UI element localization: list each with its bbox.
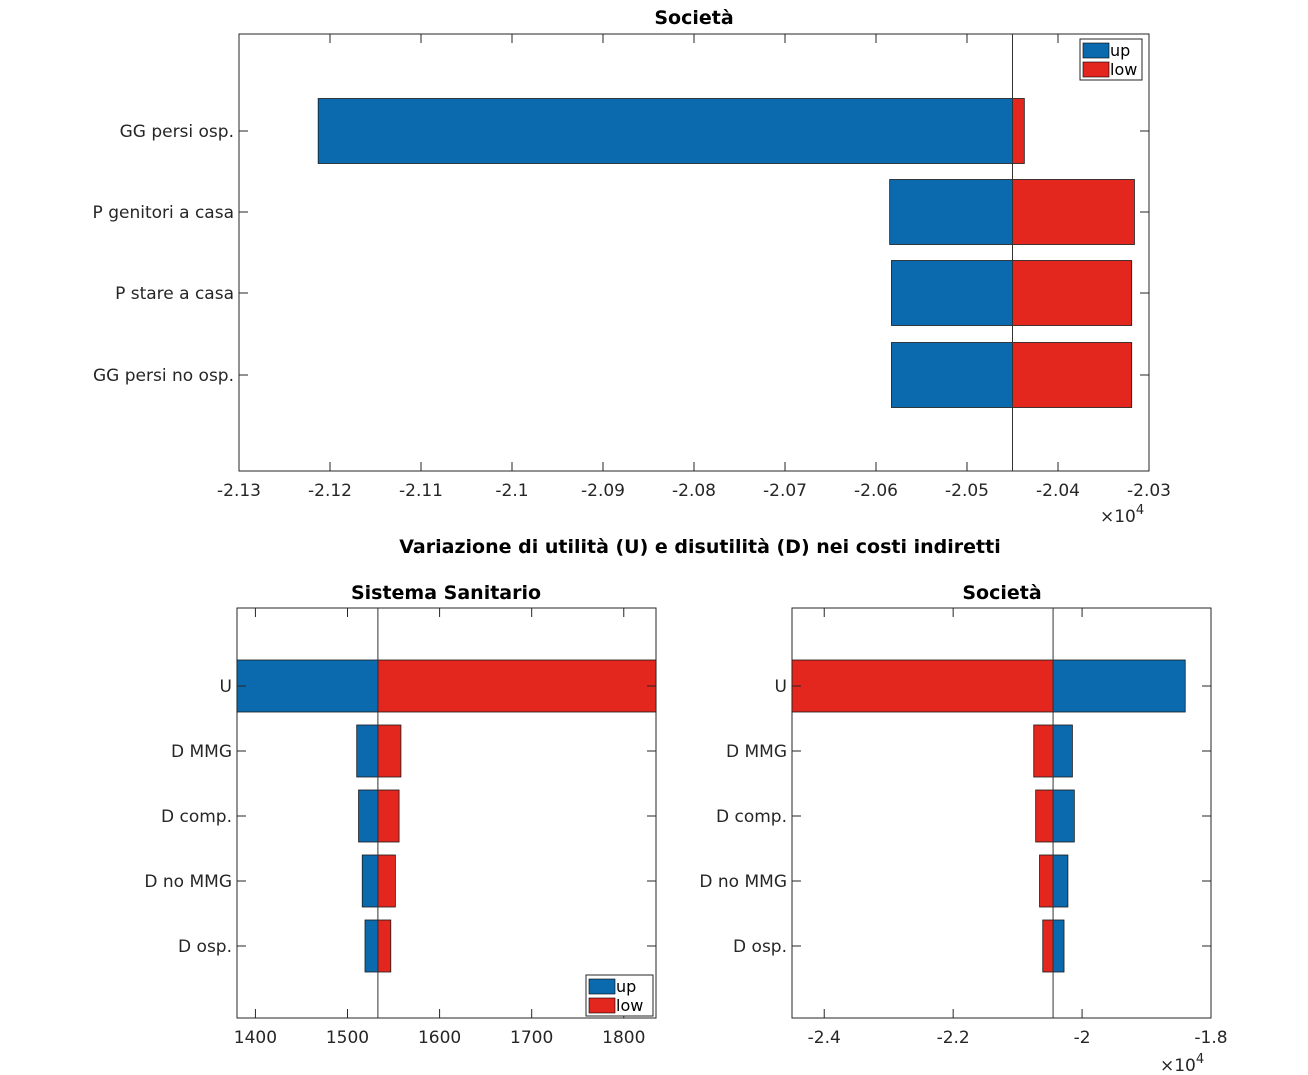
chart-bottom-right-exponent: ×104 (1160, 1052, 1204, 1075)
chart-top-categories: GG persi osp. P genitori a casa P stare a … (93, 122, 234, 386)
bar-low-0 (1012, 98, 1025, 164)
bar-up-4 (364, 919, 379, 973)
x-tick-label-0: 1400 (234, 1028, 277, 1048)
bar-low-0 (791, 659, 1054, 713)
category-label-2: D comp. (716, 807, 787, 827)
category-label-0: U (220, 677, 232, 697)
chart-bottom-right-title: Società (962, 582, 1041, 604)
x-tick-label-8: -2.05 (945, 481, 989, 501)
bar-low-2 (1035, 789, 1054, 843)
chart-top-title: Società (654, 7, 733, 29)
x-tick-label-0: -2.4 (808, 1028, 841, 1048)
x-tick-label-10: -2.03 (1127, 481, 1171, 501)
chart-bottom-right-marks (791, 659, 1186, 973)
bar-low-2 (1012, 260, 1133, 326)
x-tick-label-2: 1600 (418, 1028, 461, 1048)
bar-low-3 (1039, 854, 1054, 908)
x-tick-label-3: -1.8 (1194, 1028, 1227, 1048)
chart-bottom-left-sistema-sanitario: Sistema Sanitario 1400 1500 1600 1700 1800 U… (144, 582, 657, 1048)
x-tick-label-1: 1500 (326, 1028, 369, 1048)
category-label-3: D no MMG (144, 872, 232, 892)
x-tick-label-5: -2.08 (672, 481, 716, 501)
bar-up-0 (236, 659, 379, 713)
category-label-4: D osp. (178, 937, 232, 957)
x-tick-label-3: -2.1 (495, 481, 528, 501)
bar-up-3 (1052, 854, 1069, 908)
bar-low-4 (377, 919, 392, 973)
bar-low-0 (377, 659, 657, 713)
x-tick-label-1: -2.12 (308, 481, 352, 501)
x-tick-label-6: -2.07 (763, 481, 807, 501)
chart-bottom-left-marks (236, 659, 657, 973)
legend-label-up: up (1110, 41, 1130, 60)
chart-top-societa: Società -2.13 -2.12 -2.11 -2.1 -2.09 -2.08 -2.… (93, 7, 1171, 527)
legend-swatch-low (588, 997, 616, 1014)
category-label-3: GG persi no osp. (93, 366, 234, 386)
category-label-2: D comp. (161, 807, 232, 827)
figure-suptitle: Variazione di utilità (U) e disutilità (… (399, 536, 1000, 558)
category-label-2: P stare a casa (115, 284, 234, 304)
legend-swatch-up (1082, 42, 1110, 59)
chart-top-legend: up low (1079, 38, 1143, 81)
chart-bottom-right-categories: U D MMG D comp. D no MMG D osp. (699, 677, 787, 957)
x-tick-label-4: 1800 (602, 1028, 645, 1048)
bar-low-1 (1033, 724, 1054, 778)
bar-low-4 (1042, 919, 1054, 973)
chart-bottom-left-title: Sistema Sanitario (351, 582, 541, 604)
x-tick-label-0: -2.13 (217, 481, 261, 501)
category-label-1: D MMG (726, 742, 787, 762)
chart-bottom-right-societa: Società -2.4 -2.2 -2 -1.8 U D MMG D comp. D no… (699, 582, 1227, 1075)
x-tick-label-9: -2.04 (1036, 481, 1080, 501)
x-tick-label-4: -2.09 (581, 481, 625, 501)
legend-swatch-low (1082, 61, 1110, 78)
bar-low-1 (1012, 179, 1135, 245)
bar-up-3 (891, 342, 1013, 408)
category-label-0: GG persi osp. (120, 122, 234, 142)
bar-up-1 (1052, 724, 1073, 778)
bar-up-1 (356, 724, 379, 778)
x-tick-label-3: 1700 (510, 1028, 553, 1048)
bar-up-2 (1052, 789, 1075, 843)
bar-low-3 (1012, 342, 1133, 408)
legend-label-low: low (616, 996, 643, 1015)
chart-top-marks (317, 98, 1135, 408)
bar-low-3 (377, 854, 396, 908)
x-tick-label-1: -2.2 (937, 1028, 970, 1048)
bar-up-2 (358, 789, 379, 843)
category-label-0: U (775, 677, 787, 697)
bar-up-1 (889, 179, 1013, 245)
bar-low-1 (377, 724, 402, 778)
x-tick-label-2: -2.11 (399, 481, 443, 501)
chart-bottom-left-legend: up low (585, 974, 654, 1017)
bar-up-0 (1052, 659, 1186, 713)
category-label-4: D osp. (733, 937, 787, 957)
x-tick-label-7: -2.06 (854, 481, 898, 501)
x-tick-label-2: -2 (1074, 1028, 1091, 1048)
legend-label-low: low (1110, 60, 1137, 79)
category-label-3: D no MMG (699, 872, 787, 892)
bar-up-4 (1052, 919, 1065, 973)
chart-bottom-left-ticks: 1400 1500 1600 1700 1800 (234, 608, 656, 1048)
legend-swatch-up (588, 978, 616, 995)
chart-top-ticks: -2.13 -2.12 -2.11 -2.1 -2.09 -2.08 -2.07 -2.06 -… (217, 34, 1171, 501)
chart-bottom-left-categories: U D MMG D comp. D no MMG D osp. (144, 677, 232, 957)
category-label-1: P genitori a casa (93, 203, 234, 223)
chart-bottom-right-ticks: -2.4 -2.2 -2 -1.8 (792, 608, 1228, 1048)
bar-up-2 (891, 260, 1013, 326)
bar-up-0 (317, 98, 1013, 164)
category-label-1: D MMG (171, 742, 232, 762)
legend-label-up: up (616, 977, 636, 996)
bar-low-2 (377, 789, 400, 843)
chart-top-exponent: ×104 (1100, 503, 1144, 527)
bar-up-3 (361, 854, 379, 908)
